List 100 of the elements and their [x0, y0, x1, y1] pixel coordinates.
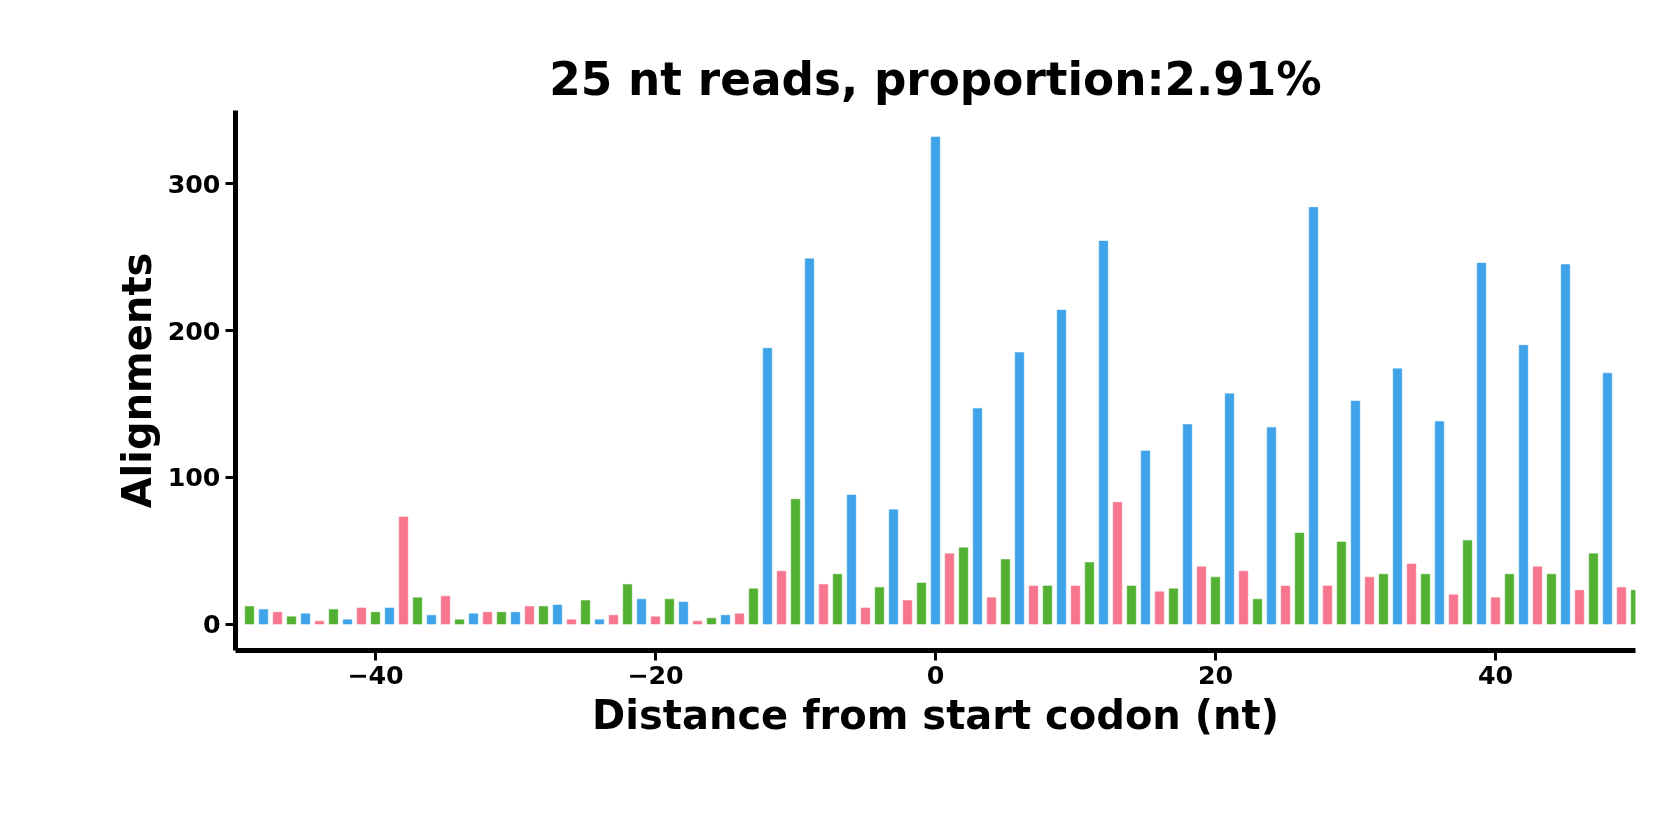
bar	[244, 605, 255, 625]
bar	[1420, 573, 1431, 625]
bar	[1210, 576, 1221, 625]
y-tick-label: 100	[167, 462, 221, 493]
bar	[1532, 566, 1543, 625]
bar	[1224, 393, 1235, 625]
bar	[692, 620, 703, 625]
bar	[902, 600, 913, 625]
bar	[776, 570, 787, 625]
bar	[510, 611, 521, 625]
bar	[1588, 553, 1599, 625]
y-tick-label: 300	[167, 168, 221, 199]
bar	[958, 547, 969, 625]
bar	[790, 498, 801, 625]
bar	[1448, 594, 1459, 625]
bar	[398, 516, 409, 625]
bar	[1546, 573, 1557, 625]
bar	[874, 586, 885, 625]
bar	[1322, 585, 1333, 625]
bar	[1000, 559, 1011, 625]
y-axis-title: Alignments	[113, 252, 160, 509]
bar	[594, 619, 605, 625]
bar	[440, 595, 451, 625]
bar	[762, 347, 773, 625]
bar	[314, 620, 325, 625]
bar	[650, 616, 661, 625]
bar	[1504, 573, 1515, 625]
bar	[818, 583, 829, 625]
bar	[1126, 585, 1137, 625]
bar	[1112, 501, 1123, 625]
bar	[454, 619, 465, 625]
bar	[566, 619, 577, 625]
bar	[1084, 561, 1095, 625]
chart-title: 25 nt reads, proportion:2.91%	[549, 52, 1322, 106]
bar	[580, 600, 591, 625]
bar	[300, 613, 311, 625]
bar	[328, 608, 339, 625]
bar	[1364, 576, 1375, 625]
bar	[1182, 424, 1193, 625]
bar	[356, 607, 367, 625]
bar	[1616, 586, 1627, 625]
bar	[1392, 368, 1403, 625]
bar	[916, 582, 927, 625]
bar	[1434, 421, 1445, 625]
bar	[1560, 264, 1571, 625]
bar	[804, 258, 815, 625]
bar	[412, 597, 423, 625]
x-tick-label: 20	[1197, 659, 1234, 690]
bar	[342, 619, 353, 625]
bar	[608, 614, 619, 625]
bar	[1042, 585, 1053, 625]
bar	[888, 509, 899, 625]
bar	[496, 611, 507, 625]
bar	[930, 136, 941, 625]
bar	[1280, 585, 1291, 625]
bar	[678, 601, 689, 625]
bar	[1294, 532, 1305, 625]
bar	[1014, 352, 1025, 625]
bar	[1406, 563, 1417, 625]
bar	[1378, 573, 1389, 625]
bar	[622, 583, 633, 625]
bar	[846, 494, 857, 625]
y-tick-label: 0	[202, 609, 221, 640]
bar	[1308, 206, 1319, 625]
bar	[286, 616, 297, 625]
bar	[272, 611, 283, 625]
bar	[1462, 539, 1473, 625]
bar	[258, 608, 269, 625]
bar	[1238, 570, 1249, 625]
x-tick-label: −20	[627, 659, 684, 690]
x-axis-title: Distance from start codon (nt)	[592, 691, 1279, 738]
bar	[426, 614, 437, 625]
x-tick-label: 40	[1477, 659, 1514, 690]
bar	[1070, 585, 1081, 625]
bar	[1336, 541, 1347, 625]
bar	[1350, 400, 1361, 625]
bar	[720, 614, 731, 625]
bar	[1154, 591, 1165, 625]
bar	[636, 598, 647, 625]
bar	[664, 598, 675, 625]
bar	[1476, 262, 1487, 625]
bar	[1168, 588, 1179, 625]
bar	[1252, 598, 1263, 625]
bar	[832, 573, 843, 625]
bar	[986, 597, 997, 625]
bar	[748, 588, 759, 625]
x-tick-label: −40	[347, 659, 404, 690]
bar	[1602, 372, 1613, 625]
bar	[1098, 240, 1109, 625]
x-tick-label: 0	[926, 659, 945, 690]
y-tick-label: 200	[167, 315, 221, 346]
bar	[860, 607, 871, 625]
bar	[706, 617, 717, 625]
bar	[1140, 450, 1151, 625]
bar	[1490, 597, 1501, 625]
bar	[482, 611, 493, 625]
bar	[972, 407, 983, 625]
bar	[734, 613, 745, 625]
bar	[384, 607, 395, 625]
bar	[1574, 589, 1585, 625]
